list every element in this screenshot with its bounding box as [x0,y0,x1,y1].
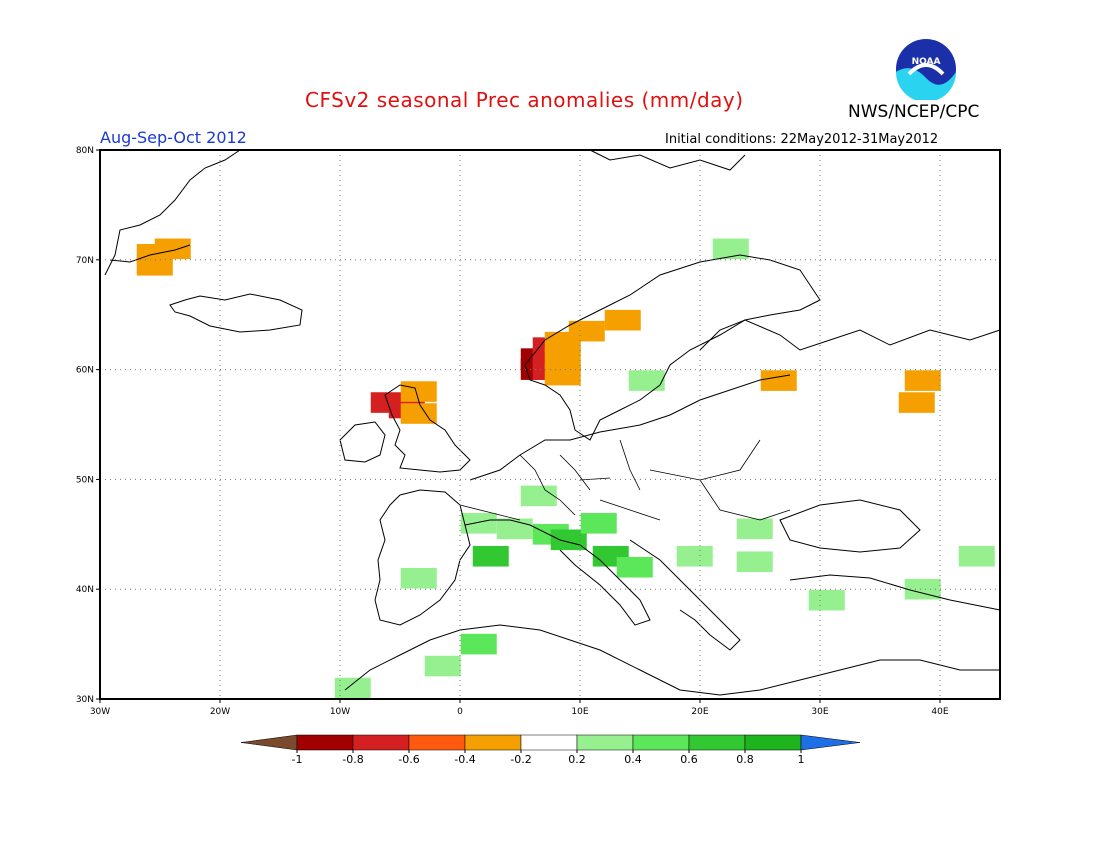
colorbar-label: -0.8 [342,753,363,766]
anomaly-cell [520,485,557,507]
colorbar-swatch [520,734,578,751]
colorbar-swatch [464,734,522,751]
colorbar-swatch [296,734,354,751]
anomaly-cell [736,551,773,573]
anomaly-cell [400,381,437,402]
colorbar-label: 0.6 [680,753,698,766]
lon-tick-label: 10E [571,707,588,717]
graticule [96,149,1000,703]
anomaly-cell [460,513,497,534]
lat-tick-label: 30N [76,695,94,705]
anomaly-cell [712,238,749,260]
anomaly-cell [472,545,509,567]
anomaly-cell [604,309,641,331]
anomaly-cell [898,392,935,413]
anomaly-cell [544,348,581,369]
colorbar-label: -0.6 [398,753,419,766]
anomaly-cell [568,320,605,342]
lon-tick-label: 10W [330,707,350,717]
coastlines [104,149,1001,696]
anomaly-cell [460,633,497,655]
lon-tick-label: 30E [811,707,828,717]
lat-tick-label: 50N [76,475,94,485]
lat-tick-label: 40N [76,585,94,595]
lon-tick-label: 20E [691,707,708,717]
anomaly-cell [616,556,653,578]
anomaly-cell [400,403,437,424]
lat-tick-label: 80N [76,146,94,156]
colorbar-min-arrow [240,734,298,751]
lat-tick-label: 70N [76,256,94,266]
anomaly-cell [904,370,941,391]
colorbar-label: 1 [798,753,805,766]
map-frame [99,149,1001,700]
lon-tick-label: 20W [210,707,230,717]
colorbar-label: -0.4 [454,753,475,766]
lon-tick-label: 40E [931,707,948,717]
colorbar-swatch [352,734,410,751]
logo-text: NOAA [912,57,941,67]
colorbar-swatch [632,734,690,751]
anomaly-cell [580,513,617,534]
anomaly-cell [334,677,371,699]
axis-labels: 30W 20W 10W 0 10E 20E 30E 40E 80N 70N 60N 50N 40N 30N [76,146,949,717]
colorbar-label: 0.2 [568,753,586,766]
anomaly-cell [424,655,461,677]
anomaly-cell [676,545,713,567]
anomaly-cell [544,364,581,386]
anomaly-cell [808,589,845,611]
initial-conditions-label: Initial conditions: 22May2012-31May2012 [665,132,939,147]
lon-tick-label: 30W [90,707,110,717]
colorbar-swatch [408,734,466,751]
colorbar: -1 -0.8 -0.6 -0.4 -0.2 0.2 0.4 0.6 0.8 1 [240,734,861,766]
colorbar-max-arrow [800,734,861,751]
lon-tick-label: 0 [457,707,463,717]
anomaly-cell [958,545,995,567]
anomaly-cell [904,578,941,600]
colorbar-swatch [688,734,746,751]
noaa-logo: NOAA [895,38,957,104]
colorbar-swatch [576,734,634,751]
anomaly-cell [736,518,773,540]
season-label: Aug-Sep-Oct 2012 [100,128,247,147]
colorbar-label: 0.4 [624,753,642,766]
agency-label: NWS/NCEP/CPC [848,102,980,122]
chart-title: CFSv2 seasonal Prec anomalies (mm/day) [305,88,744,112]
anomaly-cell [628,370,665,391]
anomaly-cells [136,238,995,699]
colorbar-label: -0.2 [510,753,531,766]
colorbar-label: -1 [292,753,303,766]
colorbar-label: 0.8 [736,753,754,766]
lat-tick-label: 60N [76,366,94,376]
colorbar-swatch [744,734,802,751]
anomaly-cell [400,567,437,589]
anomaly-cell [760,370,797,391]
anomaly-cell [154,238,191,260]
